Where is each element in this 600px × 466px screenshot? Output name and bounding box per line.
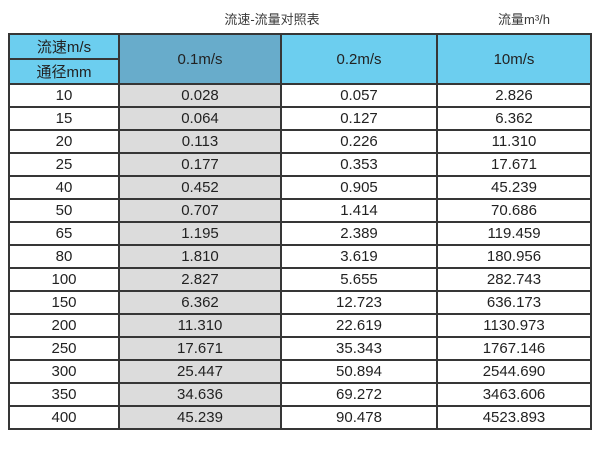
diameter-cell: 150 [8, 290, 120, 315]
flow-rate-table: 流速m/s 0.1m/s 0.2m/s 10m/s 通径mm 10 0.028 … [8, 33, 592, 430]
table-row: 65 1.195 2.389 119.459 [8, 221, 592, 246]
table-row: 400 45.239 90.478 4523.893 [8, 405, 592, 430]
flow-0.1-cell: 1.195 [118, 221, 282, 246]
flow-0.1-cell: 17.671 [118, 336, 282, 361]
header-row-velocity: 流速m/s 0.1m/s 0.2m/s 10m/s [8, 33, 592, 85]
flow-10-cell: 70.686 [436, 198, 592, 223]
diameter-cell: 80 [8, 244, 120, 269]
flow-0.1-cell: 2.827 [118, 267, 282, 292]
flow-10-cell: 636.173 [436, 290, 592, 315]
table-row: 150 6.362 12.723 636.173 [8, 290, 592, 315]
flow-10-cell: 2544.690 [436, 359, 592, 384]
flow-0.2-cell: 3.619 [280, 244, 438, 269]
table-row: 250 17.671 35.343 1767.146 [8, 336, 592, 361]
flow-10-cell: 3463.606 [436, 382, 592, 407]
flow-10-cell: 6.362 [436, 106, 592, 131]
diameter-cell: 20 [8, 129, 120, 154]
flow-0.1-cell: 0.028 [118, 83, 282, 108]
flow-10-cell: 180.956 [436, 244, 592, 269]
flow-10-cell: 1130.973 [436, 313, 592, 338]
table-row: 25 0.177 0.353 17.671 [8, 152, 592, 177]
diameter-cell: 15 [8, 106, 120, 131]
diameter-cell: 100 [8, 267, 120, 292]
flow-0.2-cell: 50.894 [280, 359, 438, 384]
flow-0.1-cell: 34.636 [118, 382, 282, 407]
title-bar: 流速-流量对照表 流量m³/h [0, 0, 600, 33]
flow-0.2-cell: 90.478 [280, 405, 438, 430]
flow-10-cell: 2.826 [436, 83, 592, 108]
flow-0.2-cell: 0.226 [280, 129, 438, 154]
flow-0.1-cell: 0.113 [118, 129, 282, 154]
table-header: 流速m/s 0.1m/s 0.2m/s 10m/s 通径mm [8, 33, 592, 85]
flow-0.1-cell: 6.362 [118, 290, 282, 315]
flow-0.2-cell: 2.389 [280, 221, 438, 246]
diameter-cell: 50 [8, 198, 120, 223]
flow-0.1-cell: 11.310 [118, 313, 282, 338]
flow-0.1-cell: 45.239 [118, 405, 282, 430]
diameter-cell: 200 [8, 313, 120, 338]
flow-0.2-cell: 1.414 [280, 198, 438, 223]
diameter-cell: 65 [8, 221, 120, 246]
flow-10-cell: 282.743 [436, 267, 592, 292]
flow-0.1-cell: 0.707 [118, 198, 282, 223]
flow-0.2-cell: 12.723 [280, 290, 438, 315]
table-title: 流速-流量对照表 [224, 12, 320, 27]
diameter-cell: 40 [8, 175, 120, 200]
table-row: 100 2.827 5.655 282.743 [8, 267, 592, 292]
flow-0.1-cell: 0.177 [118, 152, 282, 177]
flow-10-cell: 119.459 [436, 221, 592, 246]
flow-10-cell: 17.671 [436, 152, 592, 177]
flow-0.1-cell: 25.447 [118, 359, 282, 384]
flow-unit-label: 流量m³/h [497, 12, 551, 27]
flow-0.1-cell: 0.064 [118, 106, 282, 131]
flow-0.2-cell: 5.655 [280, 267, 438, 292]
flow-0.2-cell: 0.905 [280, 175, 438, 200]
diameter-cell: 350 [8, 382, 120, 407]
flow-0.1-cell: 1.810 [118, 244, 282, 269]
flow-0.2-cell: 35.343 [280, 336, 438, 361]
diameter-cell: 250 [8, 336, 120, 361]
diameter-cell: 400 [8, 405, 120, 430]
table-row: 350 34.636 69.272 3463.606 [8, 382, 592, 407]
flow-10-cell: 45.239 [436, 175, 592, 200]
table-row: 40 0.452 0.905 45.239 [8, 175, 592, 200]
column-header-10ms: 10m/s [436, 33, 592, 85]
table-row: 50 0.707 1.414 70.686 [8, 198, 592, 223]
table-body: 10 0.028 0.057 2.826 15 0.064 0.127 6.36… [8, 83, 592, 430]
diameter-header-cell: 通径mm [8, 58, 120, 85]
flow-10-cell: 11.310 [436, 129, 592, 154]
table-row: 10 0.028 0.057 2.826 [8, 83, 592, 108]
flow-10-cell: 4523.893 [436, 405, 592, 430]
velocity-header-cell: 流速m/s [8, 33, 120, 60]
table-row: 20 0.113 0.226 11.310 [8, 129, 592, 154]
table-row: 15 0.064 0.127 6.362 [8, 106, 592, 131]
diameter-cell: 25 [8, 152, 120, 177]
flow-0.2-cell: 22.619 [280, 313, 438, 338]
table-row: 80 1.810 3.619 180.956 [8, 244, 592, 269]
diameter-cell: 300 [8, 359, 120, 384]
header-row-diameter: 通径mm [8, 58, 591, 85]
diameter-cell: 10 [8, 83, 120, 108]
table-row: 300 25.447 50.894 2544.690 [8, 359, 592, 384]
flow-0.2-cell: 0.057 [280, 83, 438, 108]
flow-10-cell: 1767.146 [436, 336, 592, 361]
table-row: 200 11.310 22.619 1130.973 [8, 313, 592, 338]
column-header-0.2ms: 0.2m/s [280, 33, 438, 85]
flow-0.2-cell: 69.272 [280, 382, 438, 407]
flow-0.2-cell: 0.127 [280, 106, 438, 131]
flow-0.2-cell: 0.353 [280, 152, 438, 177]
flow-0.1-cell: 0.452 [118, 175, 282, 200]
column-header-0.1ms: 0.1m/s [118, 33, 282, 85]
